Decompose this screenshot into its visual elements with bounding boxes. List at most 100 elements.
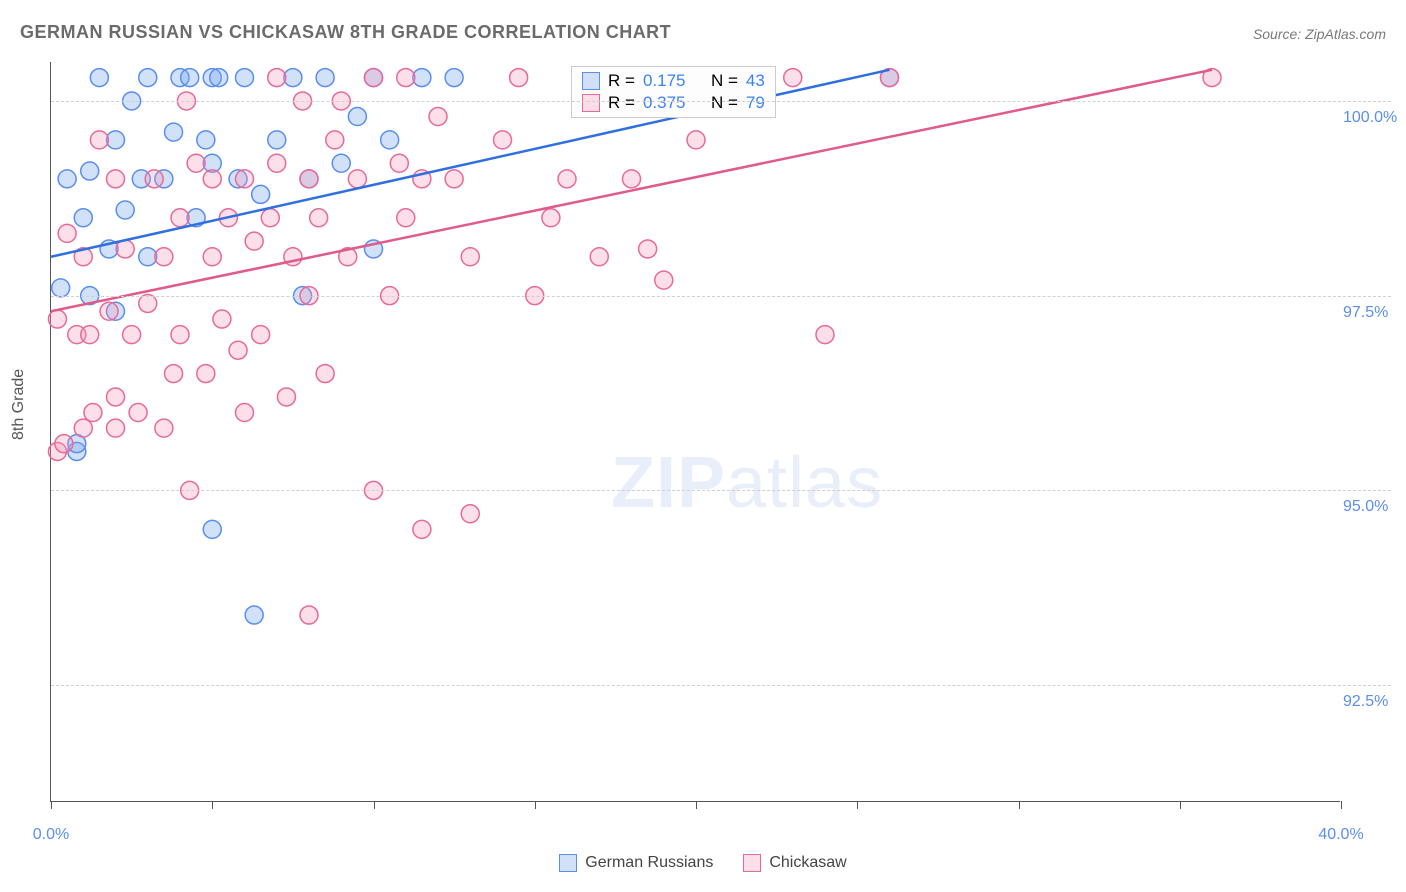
data-point — [397, 209, 415, 227]
data-point — [116, 201, 134, 219]
data-point — [107, 131, 125, 149]
data-point — [74, 209, 92, 227]
n-value-series1: 43 — [746, 71, 765, 91]
x-tick — [535, 801, 536, 809]
x-tick-label: 0.0% — [33, 826, 69, 844]
data-point — [107, 388, 125, 406]
data-point — [655, 271, 673, 289]
data-point — [58, 224, 76, 242]
x-tick-label: 40.0% — [1318, 826, 1363, 844]
data-point — [397, 69, 415, 87]
data-point — [461, 505, 479, 523]
data-point — [100, 302, 118, 320]
data-point — [542, 209, 560, 227]
data-point — [55, 435, 73, 453]
data-point — [268, 131, 286, 149]
legend: German Russians Chickasaw — [0, 854, 1406, 872]
x-tick — [1019, 801, 1020, 809]
data-point — [365, 69, 383, 87]
data-point — [310, 209, 328, 227]
x-tick — [696, 801, 697, 809]
data-point — [236, 404, 254, 422]
data-point — [316, 69, 334, 87]
data-point — [213, 310, 231, 328]
data-point — [445, 170, 463, 188]
data-point — [165, 365, 183, 383]
stats-row-series1: R = 0.175 N = 43 — [572, 70, 775, 92]
gridline — [51, 685, 1391, 686]
data-point — [326, 131, 344, 149]
data-point — [445, 69, 463, 87]
data-point — [252, 185, 270, 203]
data-point — [348, 170, 366, 188]
x-tick — [1180, 801, 1181, 809]
data-point — [74, 419, 92, 437]
data-point — [187, 154, 205, 172]
y-tick-label: 100.0% — [1343, 109, 1397, 127]
data-point — [165, 123, 183, 141]
data-point — [139, 294, 157, 312]
data-point — [284, 69, 302, 87]
x-tick — [374, 801, 375, 809]
data-point — [639, 240, 657, 258]
data-point — [277, 388, 295, 406]
data-point — [155, 419, 173, 437]
r-value-series2: 0.375 — [643, 93, 686, 113]
data-point — [300, 606, 318, 624]
y-tick-label: 97.5% — [1343, 304, 1388, 322]
data-point — [261, 209, 279, 227]
data-point — [316, 365, 334, 383]
data-point — [687, 131, 705, 149]
chart-plot-area: ZIPatlas R = 0.175 N = 43 R = 0.375 N = … — [50, 62, 1340, 802]
swatch-series2 — [582, 94, 600, 112]
data-point — [52, 279, 70, 297]
source-attribution: Source: ZipAtlas.com — [1253, 26, 1386, 42]
data-point — [816, 326, 834, 344]
x-tick — [857, 801, 858, 809]
data-point — [245, 606, 263, 624]
y-tick-label: 92.5% — [1343, 693, 1388, 711]
y-axis-label: 8th Grade — [10, 369, 28, 440]
data-point — [510, 69, 528, 87]
legend-label-series2: Chickasaw — [769, 854, 846, 872]
n-label: N = — [711, 93, 738, 113]
r-value-series1: 0.175 — [643, 71, 686, 91]
data-point — [58, 170, 76, 188]
data-point — [81, 326, 99, 344]
correlation-stats-box: R = 0.175 N = 43 R = 0.375 N = 79 — [571, 66, 776, 118]
legend-item-series1: German Russians — [559, 854, 713, 872]
data-point — [348, 108, 366, 126]
r-label: R = — [608, 71, 635, 91]
data-point — [623, 170, 641, 188]
data-point — [252, 326, 270, 344]
data-point — [145, 170, 163, 188]
data-point — [139, 248, 157, 266]
swatch-series1 — [582, 72, 600, 90]
y-tick-label: 95.0% — [1343, 498, 1388, 516]
r-label: R = — [608, 93, 635, 113]
data-point — [413, 69, 431, 87]
data-point — [48, 310, 66, 328]
data-point — [210, 69, 228, 87]
legend-swatch-series1 — [559, 854, 577, 872]
data-point — [300, 170, 318, 188]
data-point — [494, 131, 512, 149]
x-tick — [51, 801, 52, 809]
data-point — [203, 520, 221, 538]
x-tick — [1341, 801, 1342, 809]
data-point — [229, 341, 247, 359]
data-point — [155, 248, 173, 266]
data-point — [784, 69, 802, 87]
data-point — [81, 162, 99, 180]
data-point — [203, 248, 221, 266]
data-point — [236, 69, 254, 87]
data-point — [197, 131, 215, 149]
n-label: N = — [711, 71, 738, 91]
data-point — [590, 248, 608, 266]
data-point — [197, 365, 215, 383]
data-point — [429, 108, 447, 126]
data-point — [461, 248, 479, 266]
data-point — [181, 69, 199, 87]
data-point — [107, 170, 125, 188]
gridline — [51, 101, 1391, 102]
